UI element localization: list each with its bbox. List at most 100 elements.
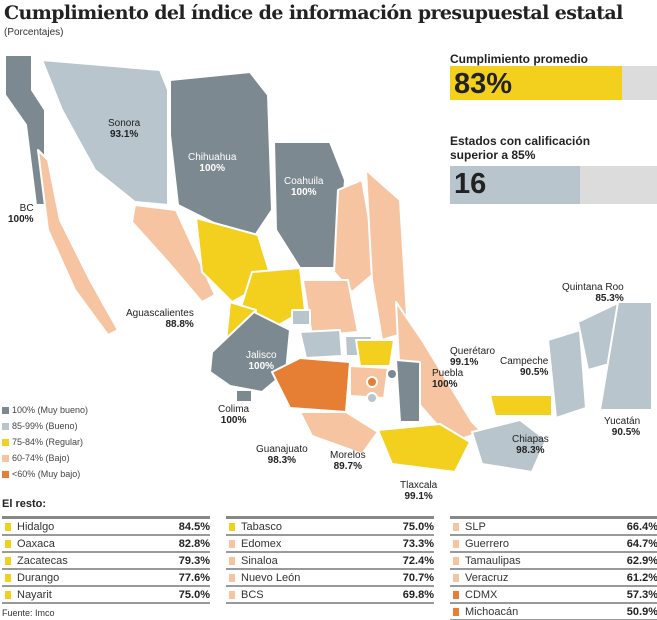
label-colima: Colima 100% (218, 404, 250, 426)
legend-item: 100% (Muy bueno) (2, 402, 88, 418)
state-value: 72.4% (402, 554, 434, 567)
kpi-above85-value: 16 (454, 168, 487, 200)
state-jalisco (209, 311, 291, 393)
legend-label: 85-99% (Bueno) (12, 421, 78, 431)
table-row: Nayarit 75.0% (2, 587, 210, 604)
kpi-average-label: Cumplimiento promedio (450, 52, 588, 66)
state-name: Edomex (241, 537, 282, 550)
color-swatch (229, 522, 235, 531)
mexico-map (4, 54, 653, 473)
state-cdmx (366, 376, 378, 388)
state-puebla (395, 359, 421, 423)
state-sonora (41, 59, 169, 206)
color-swatch (453, 539, 459, 548)
source: Fuente: Imco (2, 608, 55, 618)
color-swatch (5, 522, 11, 531)
table-row: Sinaloa 72.4% (226, 553, 434, 570)
page-title: Cumplimiento del índice de información p… (4, 2, 623, 24)
state-name: Nayarit (17, 588, 52, 601)
table-row: Guerrero 64.7% (450, 536, 657, 553)
kpi-average-bar: 83% (450, 66, 657, 100)
state-name: Durango (17, 571, 60, 584)
resto-title: El resto: (2, 498, 47, 510)
state-name: Hidalgo (17, 520, 55, 533)
state-name: Tabasco (241, 520, 282, 533)
state-name: Tamaulipas (465, 554, 521, 567)
legend-item: 85-99% (Bueno) (2, 418, 88, 434)
state-aguascalientes (291, 309, 311, 326)
legend-item: 75-84% (Regular) (2, 434, 88, 450)
color-swatch (5, 590, 11, 599)
color-swatch (229, 539, 235, 548)
color-swatch (5, 573, 11, 582)
label-queretaro: Querétaro 99.1% (450, 346, 496, 368)
legend-swatch (2, 406, 9, 414)
table-row: Nuevo León 70.7% (226, 570, 434, 587)
state-value: 84.5% (178, 520, 210, 533)
state-value: 69.8% (402, 588, 434, 601)
state-tamaulipas (365, 169, 409, 341)
state-value: 70.7% (402, 571, 434, 584)
state-hidalgo (355, 339, 395, 367)
color-swatch (453, 607, 459, 616)
state-name: Sinaloa (241, 554, 278, 567)
legend-label: 75-84% (Regular) (12, 437, 84, 447)
label-chiapas: Chiapas 98.3% (512, 434, 549, 456)
color-swatch (5, 556, 11, 565)
resto-column: SLP 66.4% Guerrero 64.7% Tamaulipas 62.9% Vera… (450, 516, 657, 620)
legend-swatch (2, 438, 9, 446)
label-jalisco: Jalisco 100% (246, 350, 277, 372)
state-tabasco (489, 394, 553, 417)
state-campeche (547, 329, 587, 419)
table-row: BCS 69.8% (226, 587, 434, 604)
state-guerrero (299, 411, 379, 455)
state-colima (235, 389, 253, 403)
color-swatch (453, 522, 459, 531)
subtitle: (Porcentajes) (4, 27, 64, 38)
state-value: 79.3% (178, 554, 210, 567)
table-row: CDMX 57.3% (450, 587, 657, 604)
state-morelos (366, 392, 378, 404)
state-name: Oaxaca (17, 537, 55, 550)
table-row: Hidalgo 84.5% (2, 519, 210, 536)
table-row: Zacatecas 79.3% (2, 553, 210, 570)
color-swatch (453, 573, 459, 582)
state-name: Nuevo León (241, 571, 301, 584)
legend-item: 60-74% (Bajo) (2, 450, 88, 466)
label-guanajuato: Guanajuato 98.3% (256, 444, 308, 466)
legend-label: 60-74% (Bajo) (12, 453, 70, 463)
state-nuevo-leon (333, 179, 379, 293)
state-value: 75.0% (178, 588, 210, 601)
legend-label: 100% (Muy bueno) (12, 405, 89, 415)
state-slp (302, 279, 359, 337)
kpi-above85-label: Estados con calificación superior a 85% (450, 134, 591, 162)
label-sonora: Sonora 93.1% (108, 118, 141, 140)
kpi-average-fill (450, 66, 622, 100)
table-row: Oaxaca 82.8% (2, 536, 210, 553)
label-morelos: Morelos 89.7% (330, 450, 366, 472)
label-bc: BC 100% (8, 203, 34, 225)
table-row: Veracruz 61.2% (450, 570, 657, 587)
table-row: Edomex 73.3% (226, 536, 434, 553)
table-row: SLP 66.4% (450, 519, 657, 536)
color-swatch (5, 539, 11, 548)
state-value: 61.2% (626, 571, 657, 584)
label-campeche: Campeche 90.5% (500, 356, 549, 378)
kpi-above85-bar: 16 (450, 166, 657, 204)
state-name: Guerrero (465, 537, 510, 550)
state-bc (4, 54, 46, 206)
legend-item: <60% (Muy bajo) (2, 466, 88, 482)
legend-label: <60% (Muy bajo) (12, 469, 81, 479)
legend-swatch (2, 454, 9, 462)
state-chiapas (471, 419, 547, 473)
legend: 100% (Muy bueno) 85-99% (Bueno) 75-84% (Re… (2, 402, 88, 482)
state-bcs (37, 149, 119, 336)
color-swatch (453, 556, 459, 565)
color-swatch (229, 573, 235, 582)
state-name: Michoacán (465, 605, 519, 618)
state-guanajuato (299, 329, 343, 359)
state-value: 57.3% (626, 588, 657, 601)
state-tlaxcala (386, 368, 398, 380)
label-coahuila: Coahuila 100% (284, 176, 324, 198)
state-name: SLP (465, 520, 486, 533)
